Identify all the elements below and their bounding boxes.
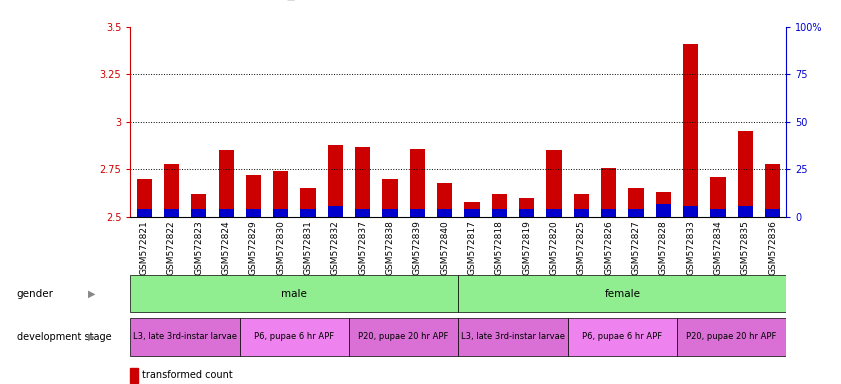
- Bar: [683, 205, 698, 217]
- Bar: [136, 209, 151, 217]
- Text: GSM572836: GSM572836: [768, 220, 777, 275]
- Bar: [464, 209, 479, 217]
- Bar: [738, 205, 753, 217]
- Bar: [191, 209, 206, 217]
- Text: P6, pupae 6 hr APF: P6, pupae 6 hr APF: [254, 333, 335, 341]
- Bar: [765, 164, 780, 217]
- Bar: [601, 209, 616, 217]
- Text: GSM572837: GSM572837: [358, 220, 368, 275]
- Bar: [130, 368, 138, 382]
- Bar: [383, 209, 398, 217]
- Bar: [683, 44, 698, 217]
- Text: GSM572829: GSM572829: [249, 220, 258, 275]
- Bar: [519, 209, 534, 217]
- FancyBboxPatch shape: [458, 318, 568, 356]
- Text: GSM572823: GSM572823: [194, 220, 204, 275]
- Bar: [300, 189, 315, 217]
- Bar: [273, 171, 288, 217]
- Text: GSM572832: GSM572832: [331, 220, 340, 275]
- Bar: [492, 194, 507, 217]
- Bar: [492, 209, 507, 217]
- Text: male: male: [282, 289, 307, 299]
- FancyBboxPatch shape: [240, 318, 349, 356]
- Bar: [601, 167, 616, 217]
- Bar: [738, 131, 753, 217]
- Bar: [273, 209, 288, 217]
- Bar: [628, 209, 643, 217]
- Text: P20, pupae 20 hr APF: P20, pupae 20 hr APF: [686, 333, 777, 341]
- Bar: [519, 198, 534, 217]
- Text: GSM572825: GSM572825: [577, 220, 586, 275]
- Text: ▶: ▶: [88, 289, 96, 299]
- Text: GSM572838: GSM572838: [385, 220, 394, 275]
- Text: female: female: [605, 289, 640, 299]
- Text: ▶: ▶: [88, 332, 96, 342]
- FancyBboxPatch shape: [458, 275, 786, 312]
- Text: GSM572818: GSM572818: [495, 220, 504, 275]
- FancyBboxPatch shape: [677, 318, 786, 356]
- Text: GSM572840: GSM572840: [440, 220, 449, 275]
- Text: GSM572839: GSM572839: [413, 220, 422, 275]
- Bar: [656, 204, 671, 217]
- Bar: [410, 149, 425, 217]
- Bar: [410, 209, 425, 217]
- FancyBboxPatch shape: [130, 318, 240, 356]
- Bar: [355, 147, 370, 217]
- Text: transformed count: transformed count: [142, 370, 233, 381]
- Bar: [136, 179, 151, 217]
- Text: GSM572819: GSM572819: [522, 220, 532, 275]
- Bar: [219, 209, 234, 217]
- Text: GSM572826: GSM572826: [604, 220, 613, 275]
- Bar: [464, 202, 479, 217]
- Text: GSM572833: GSM572833: [686, 220, 696, 275]
- Text: development stage: development stage: [17, 332, 112, 342]
- Bar: [246, 175, 261, 217]
- Text: GSM572824: GSM572824: [221, 220, 230, 275]
- Text: GSM572831: GSM572831: [304, 220, 313, 275]
- Text: P20, pupae 20 hr APF: P20, pupae 20 hr APF: [358, 333, 449, 341]
- Text: GSM572827: GSM572827: [632, 220, 641, 275]
- Bar: [300, 209, 315, 217]
- Bar: [711, 209, 726, 217]
- Bar: [164, 164, 179, 217]
- Bar: [574, 209, 589, 217]
- Bar: [246, 209, 261, 217]
- Text: GSM572821: GSM572821: [140, 220, 149, 275]
- Bar: [355, 209, 370, 217]
- Text: gender: gender: [17, 289, 54, 299]
- FancyBboxPatch shape: [130, 275, 458, 312]
- Bar: [711, 177, 726, 217]
- Bar: [437, 183, 452, 217]
- Bar: [547, 209, 562, 217]
- Text: P6, pupae 6 hr APF: P6, pupae 6 hr APF: [582, 333, 663, 341]
- Text: GSM572830: GSM572830: [276, 220, 285, 275]
- Bar: [191, 194, 206, 217]
- Text: GSM572834: GSM572834: [713, 220, 722, 275]
- Text: L3, late 3rd-instar larvae: L3, late 3rd-instar larvae: [133, 333, 237, 341]
- Bar: [328, 145, 343, 217]
- Text: GSM572828: GSM572828: [659, 220, 668, 275]
- FancyBboxPatch shape: [568, 318, 677, 356]
- Bar: [547, 151, 562, 217]
- Text: GSM572817: GSM572817: [468, 220, 477, 275]
- Text: GSM572820: GSM572820: [549, 220, 558, 275]
- Bar: [164, 209, 179, 217]
- Bar: [219, 151, 234, 217]
- FancyBboxPatch shape: [349, 318, 458, 356]
- Bar: [328, 205, 343, 217]
- Bar: [628, 189, 643, 217]
- Bar: [765, 209, 780, 217]
- Bar: [383, 179, 398, 217]
- Bar: [656, 192, 671, 217]
- Text: L3, late 3rd-instar larvae: L3, late 3rd-instar larvae: [461, 333, 565, 341]
- Bar: [574, 194, 589, 217]
- Bar: [437, 209, 452, 217]
- Text: GSM572835: GSM572835: [741, 220, 750, 275]
- Text: GSM572822: GSM572822: [167, 220, 176, 275]
